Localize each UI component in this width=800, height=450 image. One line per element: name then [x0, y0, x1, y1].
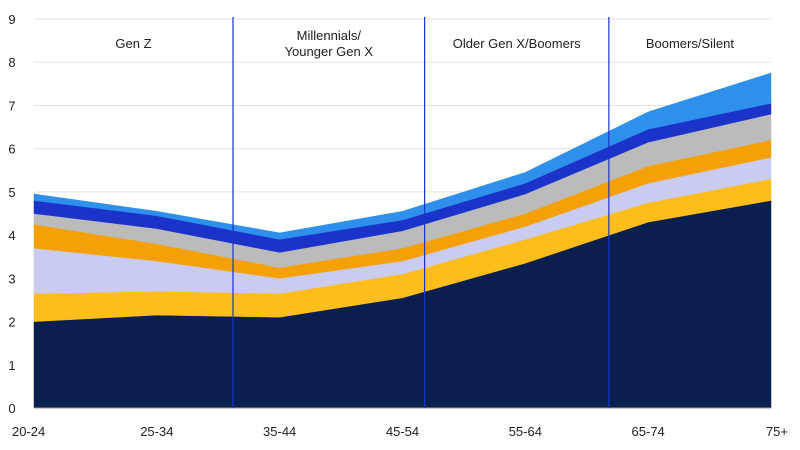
- area-series-7: [33, 72, 772, 240]
- area-series-group: [33, 72, 772, 409]
- x-tick-label: 55-64: [509, 424, 542, 439]
- y-tick-label: 3: [8, 271, 15, 286]
- x-axis-tick-labels: 20-24 25-34 35-44 45-54 55-64 65-74 75+: [12, 424, 788, 439]
- y-tick-label: 1: [8, 358, 15, 373]
- y-tick-label: 5: [8, 185, 15, 200]
- generation-label: Millennials/: [297, 28, 362, 43]
- x-tick-label: 20-24: [12, 424, 45, 439]
- x-tick-label: 75+: [766, 424, 788, 439]
- y-tick-label: 6: [8, 142, 15, 157]
- y-tick-label: 9: [8, 12, 15, 27]
- y-tick-label: 8: [8, 55, 15, 70]
- x-tick-label: 25-34: [140, 424, 173, 439]
- y-tick-label: 4: [8, 228, 15, 243]
- x-tick-label: 65-74: [632, 424, 665, 439]
- x-tick-label: 45-54: [386, 424, 419, 439]
- y-tick-label: 2: [8, 315, 15, 330]
- generation-dividers: [232, 17, 610, 408]
- y-tick-label: 7: [8, 98, 15, 113]
- y-axis-tick-labels: 0 1 2 3 4 5 6 7 8 9: [8, 12, 15, 416]
- y-tick-label: 0: [8, 401, 15, 416]
- generation-labels: Gen Z Millennials/Younger Gen X Older Gen …: [115, 28, 734, 59]
- generation-label: Younger Gen X: [285, 44, 374, 59]
- generation-label: Older Gen X/Boomers: [453, 36, 581, 51]
- x-tick-label: 35-44: [263, 424, 296, 439]
- generation-label: Gen Z: [115, 36, 151, 51]
- generation-label: Boomers/Silent: [646, 36, 735, 51]
